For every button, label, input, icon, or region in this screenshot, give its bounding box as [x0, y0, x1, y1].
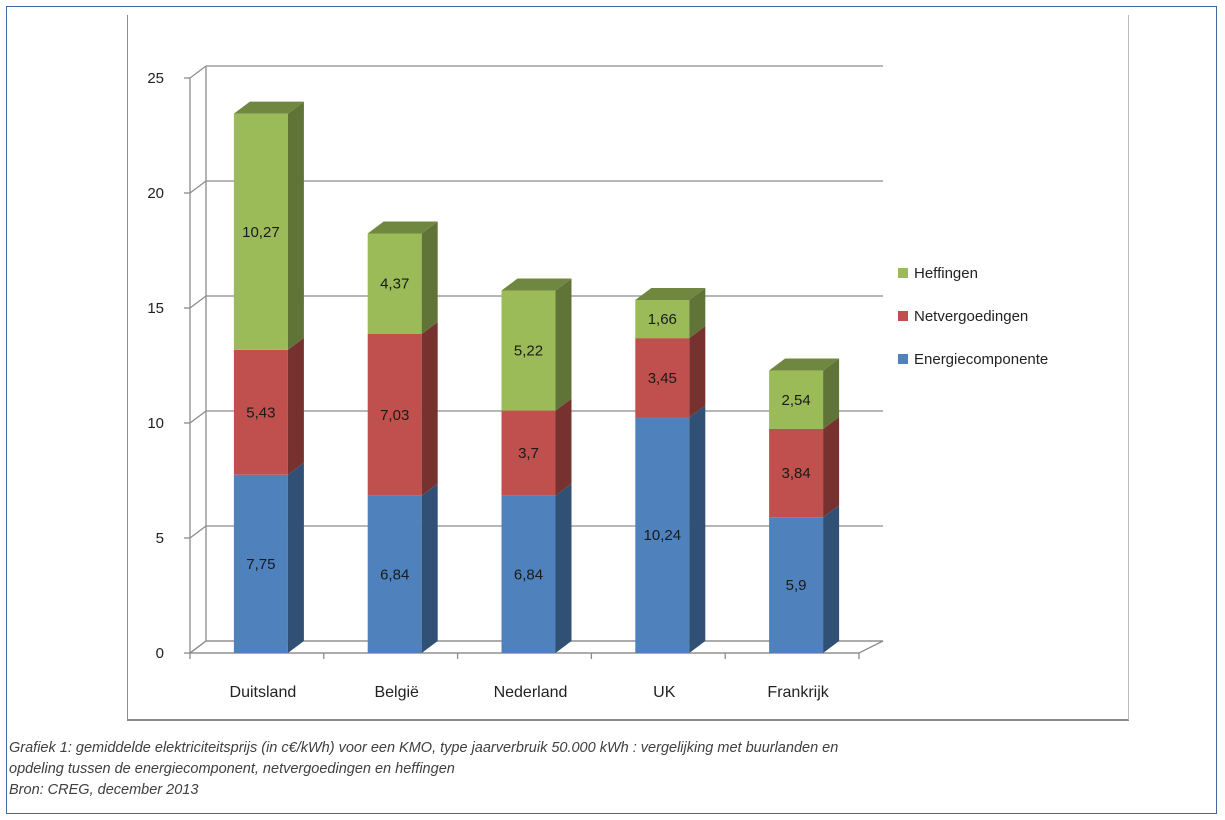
- data-label: 3,7: [518, 445, 539, 462]
- data-label: 6,84: [380, 566, 409, 583]
- data-label: 1,66: [648, 311, 677, 328]
- bar-segment: [635, 326, 706, 418]
- bar-front: [769, 370, 824, 429]
- data-label: 2,54: [781, 392, 810, 409]
- data-label: 5,22: [514, 343, 543, 360]
- data-label: 3,84: [781, 465, 810, 482]
- bar-top: [233, 101, 304, 114]
- data-label: 7,03: [380, 407, 409, 424]
- bar-side: [421, 483, 438, 653]
- caption-line-1: Grafiek 1: gemiddelde elektriciteitsprij…: [9, 740, 839, 756]
- bar-front: [501, 410, 556, 496]
- bar-side: [823, 505, 840, 653]
- x-tick-label: Duitsland: [230, 684, 297, 701]
- bar-segment: [233, 337, 304, 475]
- bar-segment: [635, 287, 706, 339]
- data-label: 7,75: [246, 556, 275, 573]
- bar-front: [367, 233, 422, 334]
- data-label: 5,9: [786, 577, 807, 594]
- bar-front: [233, 349, 288, 475]
- bar-side: [421, 321, 438, 496]
- bar-segment: [501, 398, 572, 496]
- bar-top: [501, 278, 572, 291]
- bar-front: [769, 428, 824, 518]
- legend-label: Netvergoedingen: [914, 308, 1028, 325]
- bar-front: [367, 333, 422, 496]
- data-label: 6,84: [514, 566, 543, 583]
- bar-side: [421, 221, 438, 334]
- x-tick-label: België: [374, 684, 419, 701]
- legend-label: Heffingen: [914, 265, 978, 282]
- legend-swatch: [898, 311, 908, 321]
- bar-segment: [501, 483, 572, 653]
- data-label: 10,27: [242, 224, 280, 241]
- figure-caption: Grafiek 1: gemiddelde elektriciteitsprij…: [9, 738, 1204, 801]
- bar-side: [555, 483, 572, 653]
- bar-side: [689, 287, 706, 339]
- bar-front: [635, 338, 690, 418]
- y-tick-label: 15: [147, 300, 164, 317]
- bar-side: [689, 405, 706, 653]
- bar-top: [635, 287, 706, 300]
- figure-frame: 0 5 10 15 20 25 7,75 5,43 10,27 Duitsland 6,84 7,03…: [6, 6, 1217, 814]
- caption-line-3: Bron: CREG, december 2013: [9, 782, 199, 798]
- bar-segment: [501, 278, 572, 411]
- chart-area: 0 5 10 15 20 25 7,75 5,43 10,27 Duitsland 6,84 7,03…: [127, 15, 1129, 721]
- bar-front: [635, 417, 690, 653]
- bar-segment: [635, 405, 706, 653]
- bar-top: [769, 358, 840, 371]
- bar-top: [367, 221, 438, 234]
- bar-segment: [367, 483, 438, 653]
- bar-front: [233, 474, 288, 653]
- data-label: 4,37: [380, 276, 409, 293]
- bar-front: [233, 113, 288, 350]
- bar-side: [287, 337, 304, 475]
- bar-segment: [367, 221, 438, 334]
- bar-segment: [769, 416, 840, 518]
- gridline-side: [189, 410, 207, 424]
- stacked-bar-chart: 0 5 10 15 20 25 7,75 5,43 10,27 Duitsland 6,84 7,03…: [147, 65, 1048, 701]
- bar-segment: [769, 358, 840, 429]
- data-label: 5,43: [246, 404, 275, 421]
- data-label: 10,24: [644, 527, 682, 544]
- bar-side: [823, 416, 840, 518]
- bar-segment: [367, 321, 438, 496]
- caption-line-2: opdeling tussen de energiecomponent, net…: [9, 761, 455, 777]
- bar-front: [501, 495, 556, 653]
- gridline-side: [189, 295, 207, 309]
- bar-segment: [233, 101, 304, 350]
- legend-swatch: [898, 354, 908, 364]
- gridline-side: [189, 65, 207, 79]
- y-tick-label: 10: [147, 415, 164, 432]
- data-label: 3,45: [648, 370, 677, 387]
- y-tick-label: 20: [147, 185, 164, 202]
- x-tick-label: Frankrijk: [767, 684, 829, 701]
- bar-side: [689, 326, 706, 418]
- bar-segment: [233, 462, 304, 653]
- bar-front: [769, 517, 824, 653]
- bar-side: [823, 358, 840, 429]
- bar-front: [635, 299, 690, 339]
- x-tick-label: UK: [653, 684, 676, 701]
- bar-side: [555, 278, 572, 411]
- bar-front: [501, 290, 556, 411]
- bar-side: [287, 462, 304, 653]
- bar-segment: [769, 505, 840, 653]
- bar-side: [555, 398, 572, 496]
- gridline-side: [189, 525, 207, 539]
- legend-label: Energiecomponente: [914, 351, 1048, 368]
- y-tick-label: 0: [156, 645, 164, 662]
- y-tick-label: 5: [156, 530, 164, 547]
- gridline-side: [189, 180, 207, 194]
- y-tick-label: 25: [147, 70, 164, 87]
- legend-swatch: [898, 268, 908, 278]
- bar-side: [287, 101, 304, 350]
- bar-front: [367, 495, 422, 653]
- x-tick-label: Nederland: [494, 684, 568, 701]
